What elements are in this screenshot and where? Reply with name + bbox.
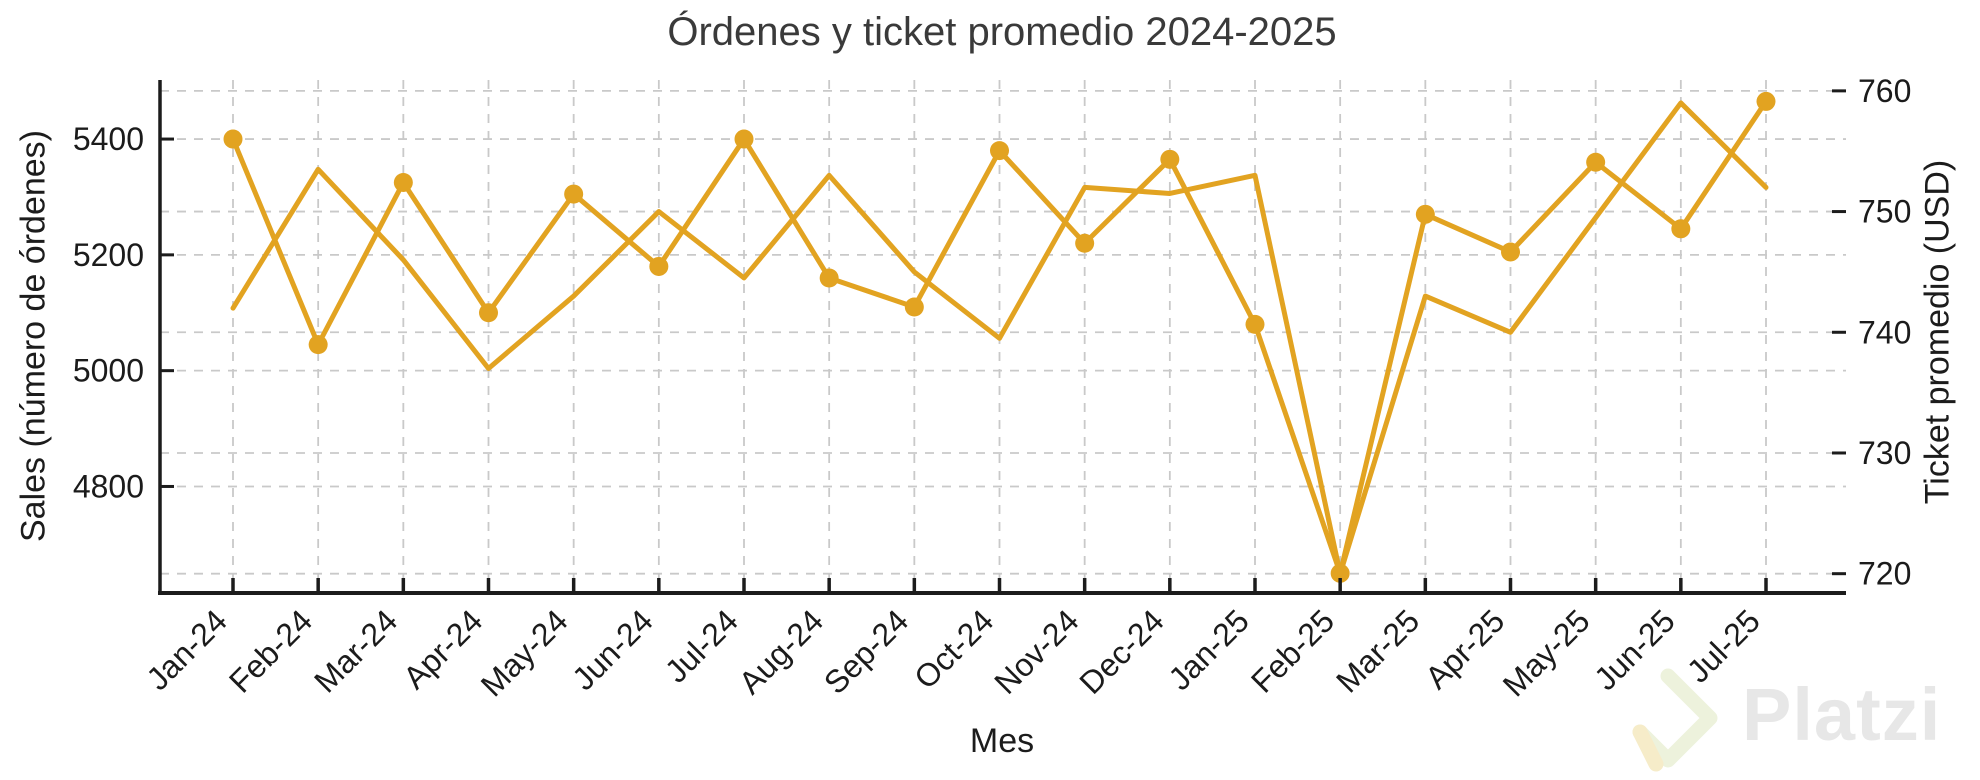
y-tick-label-right: 760 (1858, 73, 1911, 109)
sales-marker (1756, 91, 1776, 111)
x-tick-label: Apr-24 (396, 602, 489, 695)
platzi-watermark-text: Platzi (1742, 673, 1942, 756)
sales-marker (1160, 149, 1180, 169)
y-tick-label-left: 5200 (73, 237, 144, 273)
x-tick-label: Feb-25 (1244, 602, 1341, 699)
sales-marker (564, 184, 584, 204)
sales-marker (1586, 152, 1606, 172)
x-tick-label: Feb-24 (222, 602, 319, 699)
sales-marker (1075, 233, 1095, 253)
sales-marker (904, 297, 924, 317)
x-tick-label: Jan-24 (139, 602, 234, 697)
y-tick-label-left: 5000 (73, 353, 144, 389)
x-tick-label: Jan-25 (1161, 602, 1256, 697)
y-tick-label-left: 4800 (73, 468, 144, 504)
y-tick-label-right: 750 (1858, 194, 1911, 230)
x-tick-label: Dec-24 (1072, 602, 1170, 700)
sales-marker (1501, 242, 1520, 262)
x-tick-label: Apr-25 (1418, 602, 1511, 695)
platzi-logo-icon (1632, 668, 1718, 772)
sales-marker (1245, 314, 1265, 334)
y-tick-label-right: 740 (1858, 314, 1911, 350)
sales-marker (223, 129, 243, 149)
x-tick-label: Sep-24 (817, 602, 915, 700)
y-tick-label-right: 730 (1858, 435, 1911, 471)
y-tick-label-left: 5400 (73, 121, 144, 157)
x-tick-label: Jun-24 (565, 602, 660, 697)
y-tick-label-right: 720 (1858, 556, 1911, 592)
sales-marker (1671, 219, 1691, 239)
sales-marker (308, 335, 328, 355)
x-axis-label: Mes (969, 722, 1035, 760)
sales-marker (649, 256, 669, 276)
x-tick-label: May-25 (1496, 602, 1597, 703)
x-tick-label: Oct-24 (907, 602, 1000, 695)
x-tick-label: May-24 (474, 602, 575, 703)
x-tick-label: Nov-24 (987, 602, 1085, 700)
x-tick-label: Mar-25 (1329, 602, 1426, 699)
sales-marker (990, 141, 1009, 161)
chart-title: Órdenes y ticket promedio 2024-2025 (667, 10, 1337, 54)
sales-marker (734, 129, 754, 149)
sales-marker (479, 303, 498, 323)
sales-marker (393, 172, 413, 192)
x-tick-label: Aug-24 (732, 602, 830, 700)
ticket-line (230, 100, 1769, 577)
sales-marker (819, 268, 839, 288)
x-tick-label: Mar-24 (307, 602, 404, 699)
sales-marker (1415, 204, 1435, 224)
